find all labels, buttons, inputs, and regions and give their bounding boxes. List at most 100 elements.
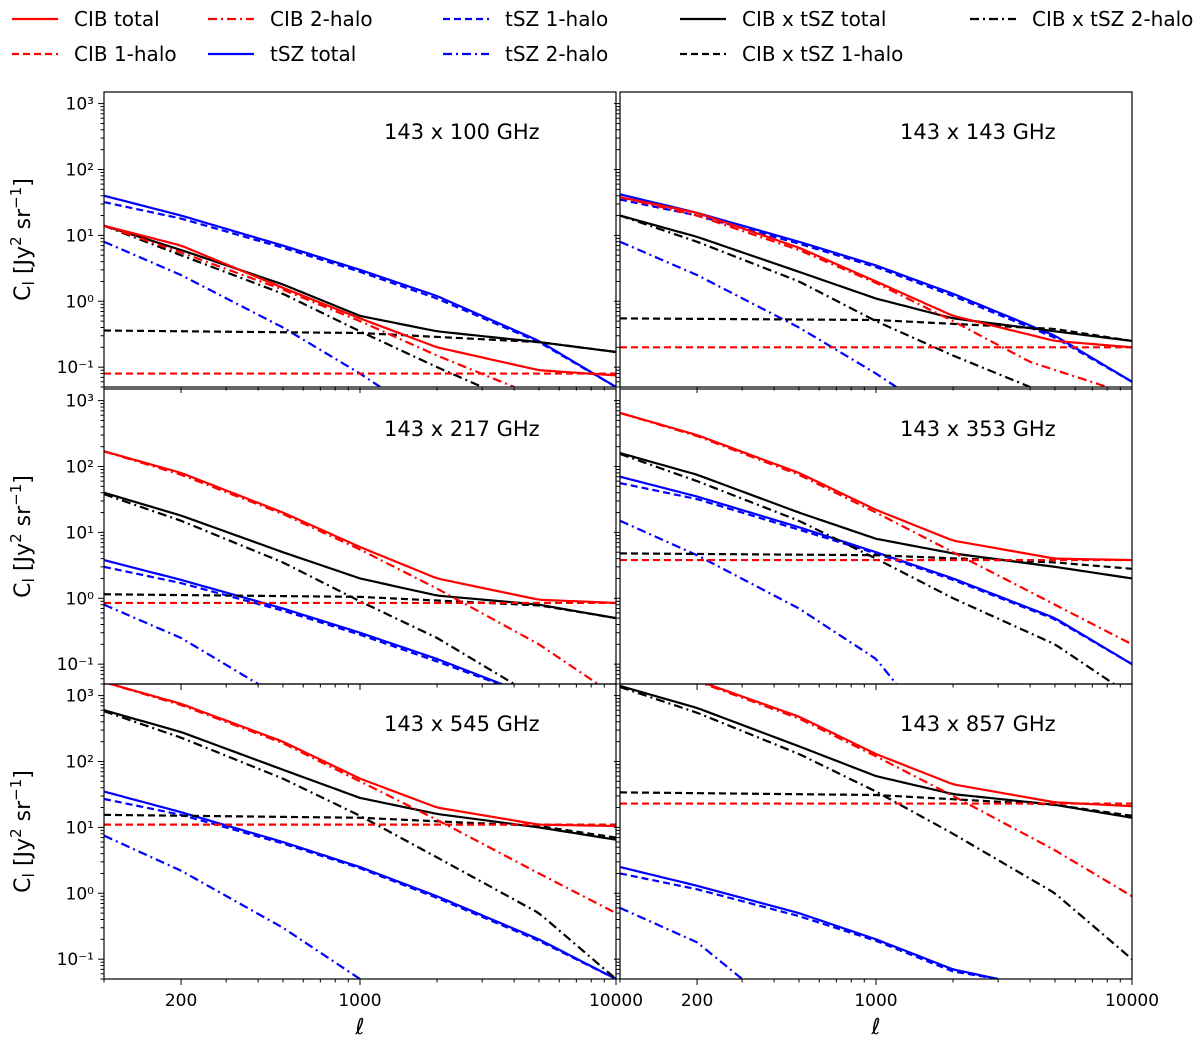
- panel-2-x-ticks: [619, 387, 1133, 393]
- y-tick-label: 10¹: [66, 226, 94, 246]
- series-cib_total: [620, 196, 1132, 349]
- panel-4-series: [620, 411, 1132, 684]
- legend-entry-cib_2h: CIB 2-halo: [208, 7, 373, 31]
- y-tick-label: 10³: [66, 392, 94, 412]
- y-axis-label: Cl [Jy2 sr−1]: [7, 178, 38, 301]
- series-cib_2h: [106, 684, 616, 915]
- legend-label-cib_1h: CIB 1-halo: [74, 42, 177, 66]
- legend-label-x_1h: CIB x tSZ 1-halo: [742, 42, 903, 66]
- y-tick-label: 10⁻¹: [57, 358, 94, 378]
- legend-entry-x_total: CIB x tSZ total: [680, 7, 886, 31]
- series-x_1h: [620, 552, 1132, 570]
- y-tick-label: 10⁰: [66, 292, 95, 312]
- panel-6-y-ticks: [614, 695, 620, 980]
- legend-label-tsz_total: tSZ total: [270, 42, 356, 66]
- panel-4-title: 143 x 353 GHz: [900, 417, 1056, 441]
- series-x_total: [620, 214, 1132, 343]
- panel-2-series: [620, 193, 1132, 387]
- legend-label-cib_total: CIB total: [74, 7, 160, 31]
- series-tsz_2h: [104, 603, 259, 684]
- panel-1-x-ticks: [103, 387, 617, 393]
- panel-3-series: [104, 450, 616, 684]
- series-tsz_total: [104, 194, 616, 387]
- x-axis-label: ℓ: [354, 1015, 364, 1040]
- y-axis-label: Cl [Jy2 sr−1]: [7, 770, 38, 893]
- series-tsz_1h: [620, 872, 999, 979]
- series-x_2h: [104, 710, 616, 979]
- series-tsz_total: [104, 559, 505, 684]
- legend-label-x_2h: CIB x tSZ 2-halo: [1032, 7, 1193, 31]
- series-tsz_1h: [104, 201, 616, 387]
- y-tick-label: 10⁰: [66, 589, 95, 609]
- legend-entry-tsz_1h: tSZ 1-halo: [443, 7, 608, 31]
- y-tick-label: 10³: [66, 95, 94, 115]
- panel-4: 143 x 353 GHz: [614, 388, 1133, 690]
- panel-3-x-ticks: [103, 684, 617, 690]
- series-cib_2h: [104, 450, 599, 684]
- panel-1-title: 143 x 100 GHz: [384, 120, 540, 144]
- panel-4-y-ticks: [614, 400, 620, 685]
- series-cib_2h: [701, 684, 1132, 898]
- legend: CIB total CIB 1-halo CIB 2-halo tSZ total tS…: [12, 7, 1193, 66]
- series-x_2h: [104, 224, 483, 387]
- series-tsz_total: [620, 193, 1132, 383]
- series-x_total: [104, 709, 616, 841]
- series-x_1h: [620, 791, 1132, 817]
- legend-entry-cib_total: CIB total: [12, 7, 160, 31]
- y-axis-labels: Cl [Jy2 sr−1] Cl [Jy2 sr−1] Cl [Jy2 sr−1]: [7, 178, 38, 893]
- series-x_1h: [104, 329, 616, 354]
- x-axis-label: ℓ: [870, 1015, 880, 1040]
- y-tick-label: 10³: [66, 687, 94, 707]
- panel-5: 10⁻¹ 10⁰ 10¹ 10² 10³ 200 1000 10000 143 x 545 GH…: [57, 683, 643, 1011]
- y-tick-label: 10¹: [66, 523, 94, 543]
- x-tick-label: 10000: [589, 991, 643, 1011]
- panel-1: 10⁻¹ 10⁰ 10¹ 10² 10³ 143 x 100 GHz: [57, 91, 617, 393]
- legend-label-x_total: CIB x tSZ total: [742, 7, 886, 31]
- series-cib_total: [104, 224, 616, 377]
- panel-2-title: 143 x 143 GHz: [900, 120, 1056, 144]
- panel-6-series: [620, 684, 1132, 979]
- legend-entry-x_2h: CIB x tSZ 2-halo: [970, 7, 1193, 31]
- series-x_1h: [104, 593, 616, 620]
- series-x_total: [620, 684, 1132, 819]
- legend-entry-x_1h: CIB x tSZ 1-halo: [680, 42, 903, 66]
- panel-5-x-ticks: 200 1000 10000: [103, 979, 643, 1011]
- y-tick-label: 10⁻¹: [57, 655, 94, 675]
- panel-4-x-ticks: [619, 684, 1133, 690]
- legend-entry-tsz_total: tSZ total: [208, 42, 356, 66]
- series-tsz_2h: [620, 240, 897, 387]
- series-cib_total: [106, 684, 616, 828]
- panel-1-series: [104, 194, 616, 387]
- legend-label-cib_2h: CIB 2-halo: [270, 7, 373, 31]
- y-tick-label: 10¹: [66, 818, 94, 838]
- panel-3: 10⁻¹ 10⁰ 10¹ 10² 10³ 143 x 217 GHz: [57, 388, 617, 690]
- series-tsz_2h: [620, 519, 898, 684]
- series-x_2h: [620, 452, 1115, 684]
- y-tick-label: 10⁰: [66, 884, 95, 904]
- y-tick-label: 10⁻¹: [57, 950, 94, 970]
- x-tick-label: 200: [681, 991, 713, 1011]
- series-tsz_2h: [104, 240, 381, 387]
- x-tick-label: 200: [165, 991, 197, 1011]
- x-tick-label: 1000: [338, 991, 381, 1011]
- y-tick-label: 10²: [66, 160, 94, 180]
- y-tick-label: 10²: [66, 752, 94, 772]
- panel-6-title: 143 x 857 GHz: [900, 712, 1056, 736]
- y-tick-label: 10²: [66, 457, 94, 477]
- series-x_2h: [620, 685, 1132, 960]
- x-tick-label: 1000: [854, 991, 897, 1011]
- legend-entry-cib_1h: CIB 1-halo: [12, 42, 177, 66]
- legend-label-tsz_2h: tSZ 2-halo: [505, 42, 608, 66]
- panel-6-x-ticks: 200 1000 10000: [619, 979, 1159, 1011]
- series-x_total: [104, 491, 616, 620]
- panel-2: 143 x 143 GHz: [614, 91, 1133, 393]
- panel-6: 200 1000 10000 143 x 857 GHz: [614, 683, 1159, 1011]
- series-tsz_2h: [104, 834, 361, 979]
- y-axis-label: Cl [Jy2 sr−1]: [7, 475, 38, 598]
- series-tsz_1h: [620, 198, 1132, 383]
- series-x_1h: [104, 813, 616, 839]
- series-tsz_total: [620, 475, 1132, 666]
- series-tsz_total: [620, 865, 999, 979]
- series-x_total: [104, 224, 616, 354]
